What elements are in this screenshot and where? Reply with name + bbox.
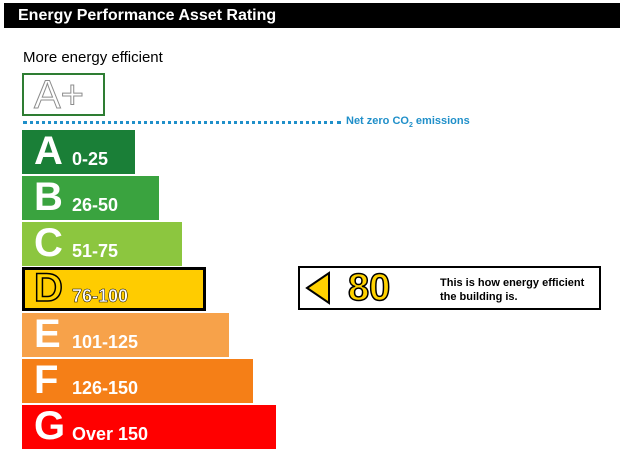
band-d: D 76-100	[22, 265, 206, 311]
band-letter: A	[34, 129, 63, 173]
page-title: Energy Performance Asset Rating	[4, 3, 620, 28]
band-letter: C	[34, 221, 63, 265]
band-range: 0-25	[72, 149, 109, 169]
band-g: G Over 150	[22, 404, 276, 449]
band-letter: D	[33, 265, 63, 311]
band-a: A 0-25	[22, 129, 135, 174]
band-e: E 101-125	[22, 312, 229, 357]
rating-pointer-icon	[305, 271, 330, 305]
a-plus-band: A+	[22, 73, 105, 118]
current-rating-box: 80 This is how energy efficient the buil…	[298, 266, 601, 310]
band-c: C 51-75	[22, 221, 182, 266]
band-letter: E	[34, 312, 61, 356]
band-letter: B	[34, 175, 63, 219]
more-efficient-label: More energy efficient	[23, 49, 163, 66]
net-zero-subscript: 2	[408, 122, 413, 130]
band-letter: G	[34, 404, 66, 448]
band-b: B 26-50	[22, 175, 159, 220]
band-f: F 126-150	[22, 358, 253, 403]
band-letter: F	[34, 358, 59, 402]
net-zero-divider	[23, 121, 341, 124]
a-plus-label: A+	[33, 73, 85, 118]
band-range: Over 150	[72, 424, 149, 444]
band-range: 76-100	[72, 286, 129, 307]
band-range: 51-75	[72, 241, 119, 261]
band-range: 126-150	[72, 378, 139, 398]
net-zero-prefix: Net zero CO	[346, 115, 409, 127]
band-range: 101-125	[72, 332, 139, 352]
band-range: 26-50	[72, 195, 119, 215]
net-zero-label: Net zero CO2 emissions	[346, 115, 470, 129]
net-zero-suffix: emissions	[412, 115, 470, 127]
rating-value: 80	[347, 266, 391, 310]
rating-description: This is how energy efficient the buildin…	[440, 277, 585, 303]
